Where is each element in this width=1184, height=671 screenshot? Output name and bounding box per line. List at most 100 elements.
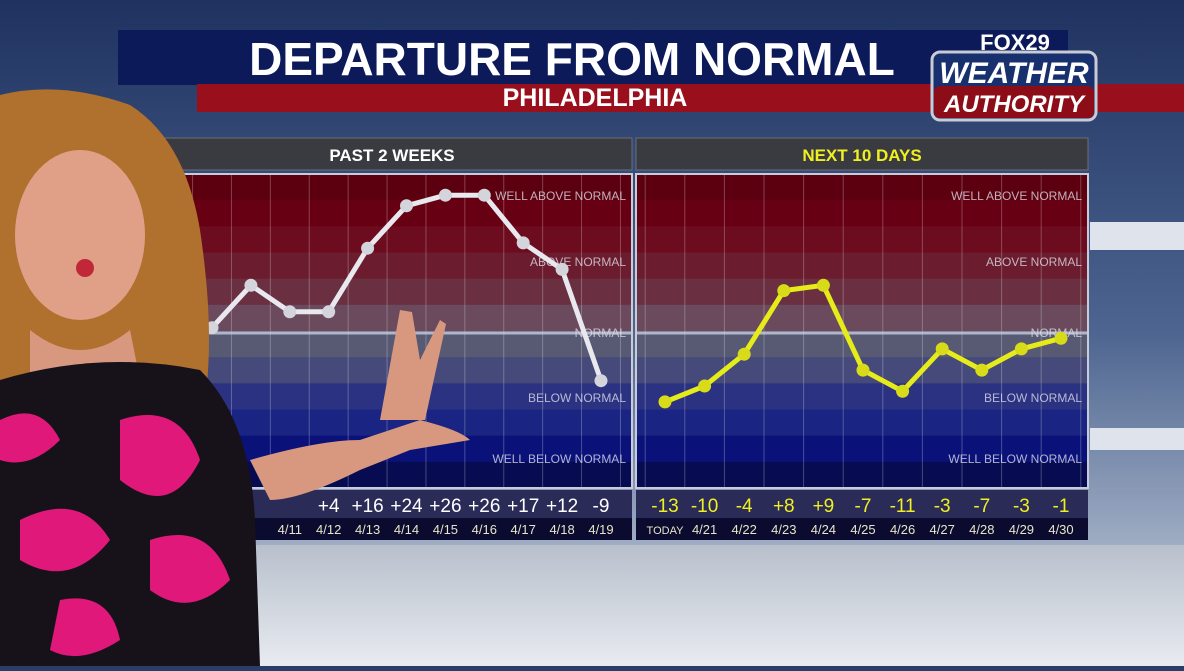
data-point [737,347,751,361]
background-band [152,252,632,280]
value-label: +9 [813,496,835,517]
date-label: 4/23 [771,522,796,537]
background-band [152,278,632,306]
value-label: +26 [429,496,461,517]
logo-fox29: FOX29 [980,30,1050,55]
date-label: 4/18 [549,522,574,537]
date-label: 4/17 [511,522,536,537]
value-label: +8 [773,496,795,517]
value-label: +4 [318,496,340,517]
band-label: WELL BELOW NORMAL [492,452,626,466]
band-label: NORMAL [1031,326,1083,340]
studio-floor [240,545,1184,666]
data-point [516,236,530,250]
presenter [0,89,470,666]
value-label-strip [636,490,1088,518]
date-label: 4/22 [732,522,757,537]
value-label: -1 [1053,496,1070,517]
date-label: 4/16 [472,522,497,537]
date-label: 4/24 [811,522,836,537]
date-label: 4/30 [1048,522,1073,537]
value-label: +24 [390,496,423,517]
data-point [400,199,413,213]
value-label: +12 [546,496,578,517]
data-point [594,374,608,388]
band-label: ABOVE NORMAL [986,255,1082,269]
background-band [636,200,1088,227]
background-band [152,331,632,358]
value-label: -7 [973,496,990,517]
date-label: 4/21 [692,522,717,537]
chart-header-bar [151,137,633,171]
data-point [777,284,791,298]
data-point [555,262,569,276]
data-point [698,379,712,393]
background-band [152,174,632,201]
date-label: 4/19 [588,522,613,537]
background-band [152,226,632,253]
chart-title: NEXT 10 DAYS [802,146,921,165]
value-label: -7 [855,496,872,517]
date-label: 4/13 [355,522,380,537]
set-rail [1090,428,1184,450]
background-band [636,304,1088,332]
value-label: +16 [351,496,383,517]
data-point [935,342,949,356]
band-label: BELOW NORMAL [528,391,626,405]
next-10-days-chart: NEXT 10 DAYS WELL ABOVE NORMAL ABOVE NORMA… [635,137,1089,540]
title-bar [118,30,1068,85]
date-label: 4/15 [433,522,458,537]
date-label-strip [636,518,1088,540]
data-point [477,188,491,202]
background-band [636,461,1088,489]
date-label: 4/12 [316,522,341,537]
background-band [636,278,1088,306]
value-label: -9 [593,496,610,517]
data-point [1014,342,1028,356]
date-label: 4/11 [278,522,302,537]
background-band [636,174,1088,201]
value-label: -13 [651,496,678,517]
value-label: +26 [468,496,500,517]
value-label: +17 [507,496,539,517]
data-point [322,305,336,319]
data-point [361,241,375,255]
background-band [636,435,1088,463]
page-title: DEPARTURE FROM NORMAL [249,33,895,85]
data-point [438,188,452,202]
date-label: 4/28 [969,522,994,537]
value-label: -3 [934,496,951,517]
date-label: 4/27 [930,522,955,537]
data-point [244,278,258,292]
data-point [658,395,672,409]
value-label: -3 [1013,496,1030,517]
chart-header-bar [635,137,1089,171]
data-point [975,363,989,377]
date-label: 4/29 [1009,522,1034,537]
background-band [636,409,1088,437]
background-band [636,226,1088,253]
value-label: -11 [890,496,916,517]
band-label: WELL BELOW NORMAL [948,452,1082,466]
band-label: WELL ABOVE NORMAL [495,189,626,203]
set-rail [1090,222,1184,250]
logo-authority: AUTHORITY [943,91,1086,118]
date-label: 4/14 [394,522,419,537]
data-point [856,363,870,377]
data-point [1054,331,1068,345]
logo-red-band [934,86,1094,118]
date-label: 4/26 [890,522,915,537]
data-point [896,384,910,398]
band-label: WELL ABOVE NORMAL [951,189,1082,203]
data-point [816,278,830,292]
value-label: -4 [736,496,753,517]
chart-frame [635,173,1089,489]
background-band [636,252,1088,280]
band-label: BELOW NORMAL [984,391,1082,405]
logo-weather: WEATHER [939,57,1089,90]
date-label: 4/25 [850,522,875,537]
date-label: TODAY [647,525,685,537]
fox29-weather-authority-logo: FOX29 WEATHER AUTHORITY [930,30,1098,122]
chart-title: PAST 2 WEEKS [329,146,454,165]
